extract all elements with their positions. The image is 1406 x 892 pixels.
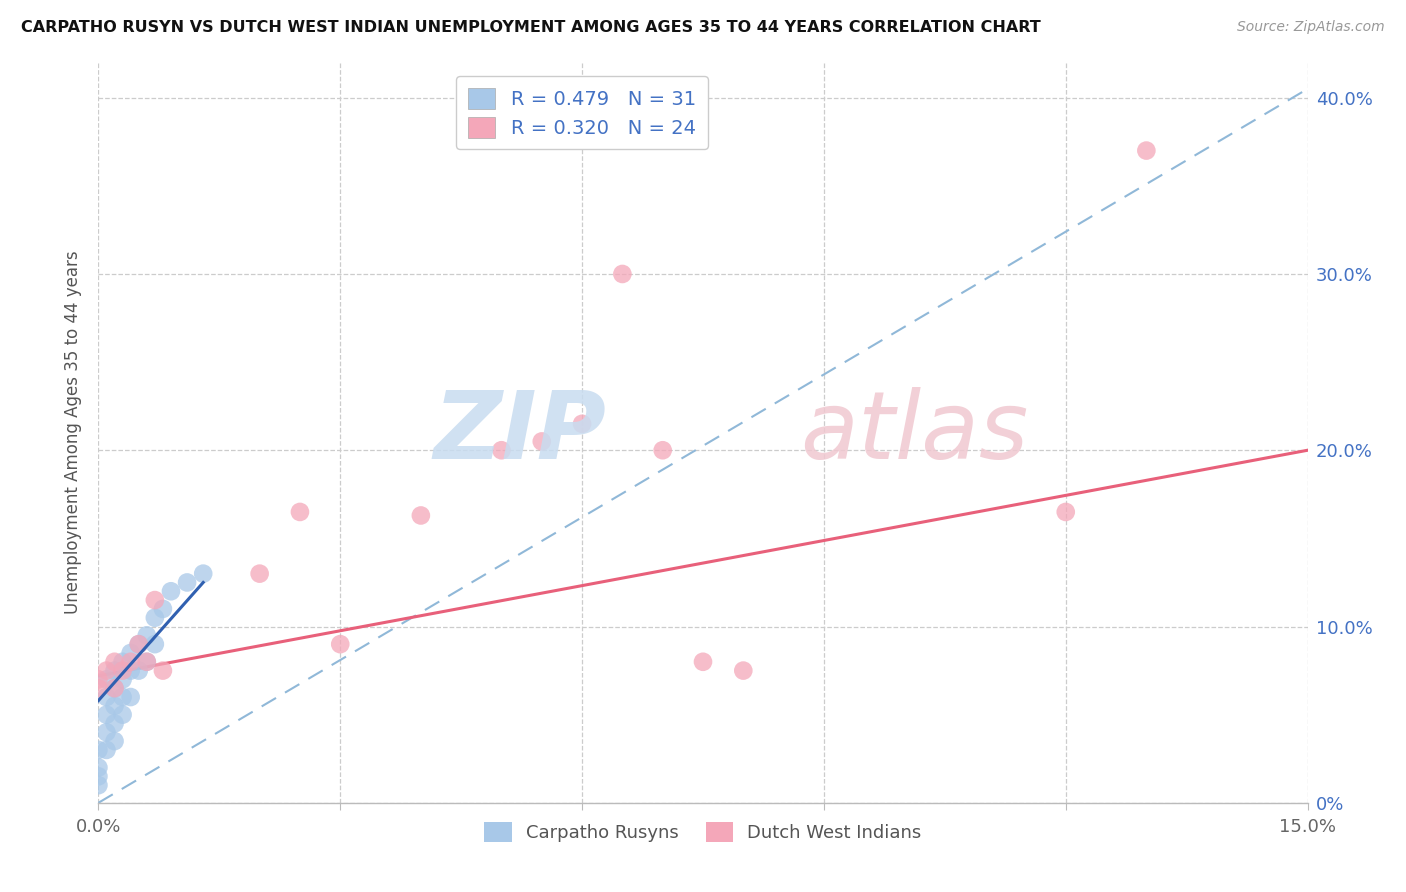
Point xyxy=(128,637,150,651)
Point xyxy=(1054,505,1077,519)
Point xyxy=(571,417,593,431)
Point xyxy=(491,443,513,458)
Point xyxy=(103,664,125,678)
Point xyxy=(103,698,125,713)
Point xyxy=(87,778,110,792)
Point xyxy=(87,673,110,687)
Point xyxy=(103,734,125,748)
Y-axis label: Unemployment Among Ages 35 to 44 years: Unemployment Among Ages 35 to 44 years xyxy=(65,251,83,615)
Point xyxy=(87,769,110,783)
Point xyxy=(530,434,553,449)
Point xyxy=(96,725,118,739)
Point xyxy=(120,664,142,678)
Point xyxy=(111,673,134,687)
Point xyxy=(152,602,174,616)
Point xyxy=(135,655,157,669)
Text: Source: ZipAtlas.com: Source: ZipAtlas.com xyxy=(1237,20,1385,34)
Point xyxy=(409,508,432,523)
Point xyxy=(288,505,311,519)
Point xyxy=(733,664,755,678)
Point xyxy=(103,655,125,669)
Point xyxy=(103,681,125,696)
Point xyxy=(103,716,125,731)
Point xyxy=(111,655,134,669)
Point xyxy=(96,673,118,687)
Point xyxy=(612,267,634,281)
Point xyxy=(103,681,125,696)
Point xyxy=(692,655,714,669)
Point xyxy=(1135,144,1157,158)
Point xyxy=(193,566,215,581)
Point xyxy=(128,637,150,651)
Point xyxy=(329,637,352,651)
Point xyxy=(143,610,166,624)
Point xyxy=(135,628,157,642)
Point xyxy=(96,743,118,757)
Text: atlas: atlas xyxy=(800,387,1028,478)
Point xyxy=(96,664,118,678)
Point xyxy=(87,681,110,696)
Point xyxy=(87,760,110,774)
Point xyxy=(111,664,134,678)
Point xyxy=(160,584,183,599)
Point xyxy=(143,637,166,651)
Legend: Carpatho Rusyns, Dutch West Indians: Carpatho Rusyns, Dutch West Indians xyxy=(477,815,929,849)
Point xyxy=(128,664,150,678)
Point xyxy=(96,690,118,704)
Point xyxy=(651,443,673,458)
Text: CARPATHO RUSYN VS DUTCH WEST INDIAN UNEMPLOYMENT AMONG AGES 35 TO 44 YEARS CORRE: CARPATHO RUSYN VS DUTCH WEST INDIAN UNEM… xyxy=(21,20,1040,35)
Point xyxy=(111,707,134,722)
Point xyxy=(176,575,198,590)
Point xyxy=(143,593,166,607)
Point xyxy=(120,655,142,669)
Text: ZIP: ZIP xyxy=(433,386,606,479)
Point xyxy=(96,707,118,722)
Point xyxy=(249,566,271,581)
Point xyxy=(87,743,110,757)
Point xyxy=(135,655,157,669)
Point xyxy=(120,646,142,660)
Point xyxy=(120,690,142,704)
Point xyxy=(152,664,174,678)
Point xyxy=(111,690,134,704)
